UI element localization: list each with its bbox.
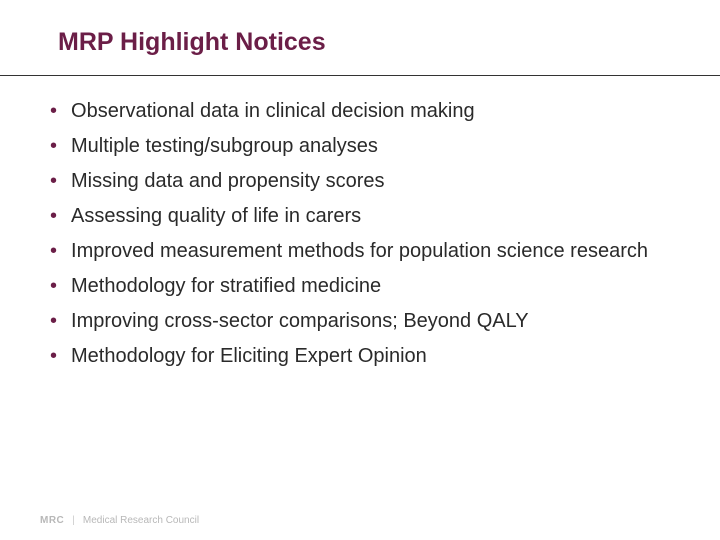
bullet-icon: • (50, 133, 57, 159)
list-item: • Improving cross-sector comparisons; Be… (50, 308, 680, 335)
footer: MRC | Medical Research Council (40, 515, 199, 526)
bullet-text: Methodology for stratified medicine (71, 273, 680, 300)
bullet-text: Improved measurement methods for populat… (71, 238, 680, 265)
footer-text: Medical Research Council (83, 515, 199, 526)
footer-logo: MRC (40, 515, 64, 526)
bullet-text: Observational data in clinical decision … (71, 98, 680, 125)
list-item: • Multiple testing/subgroup analyses (50, 133, 680, 160)
bullet-icon: • (50, 343, 57, 369)
bullet-text: Assessing quality of life in carers (71, 203, 680, 230)
list-item: • Assessing quality of life in carers (50, 203, 680, 230)
bullet-icon: • (50, 273, 57, 299)
bullet-text: Methodology for Eliciting Expert Opinion (71, 343, 680, 370)
slide-title: MRP Highlight Notices (58, 28, 680, 57)
list-item: • Methodology for Eliciting Expert Opini… (50, 343, 680, 370)
footer-divider: | (72, 515, 75, 526)
bullet-icon: • (50, 308, 57, 334)
title-divider (0, 75, 720, 76)
bullet-icon: • (50, 203, 57, 229)
slide-container: MRP Highlight Notices • Observational da… (0, 0, 720, 540)
bullet-icon: • (50, 98, 57, 124)
bullet-text: Improving cross-sector comparisons; Beyo… (71, 308, 680, 335)
bullet-list: • Observational data in clinical decisio… (40, 98, 680, 370)
bullet-text: Multiple testing/subgroup analyses (71, 133, 680, 160)
list-item: • Methodology for stratified medicine (50, 273, 680, 300)
bullet-icon: • (50, 238, 57, 264)
list-item: • Improved measurement methods for popul… (50, 238, 680, 265)
bullet-text: Missing data and propensity scores (71, 168, 680, 195)
bullet-icon: • (50, 168, 57, 194)
list-item: • Missing data and propensity scores (50, 168, 680, 195)
list-item: • Observational data in clinical decisio… (50, 98, 680, 125)
